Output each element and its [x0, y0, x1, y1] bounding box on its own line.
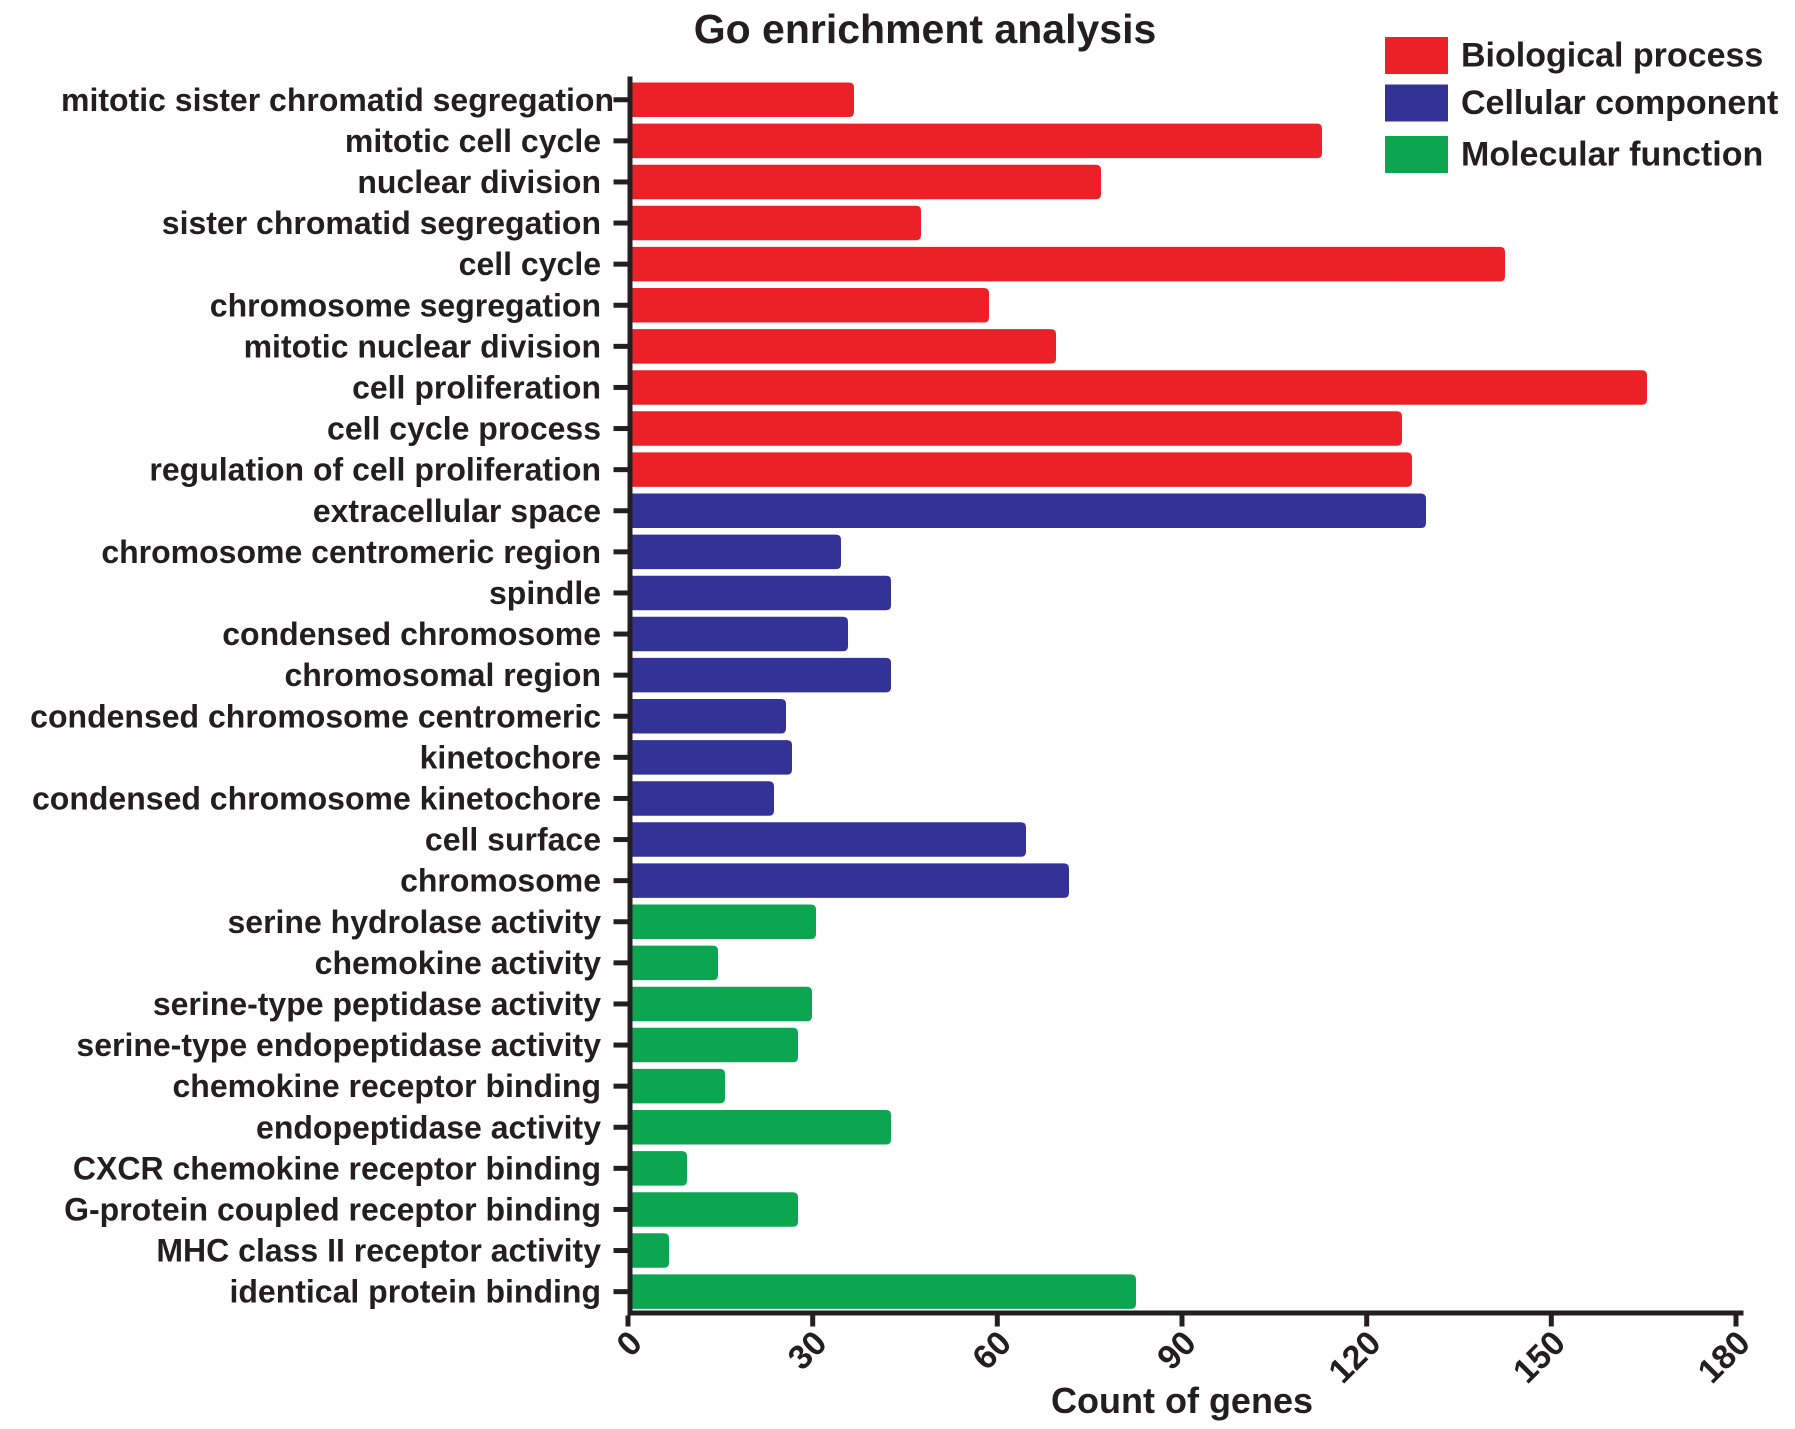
svg-text:chemokine receptor binding: chemokine receptor binding: [172, 1068, 601, 1104]
svg-text:Go enrichment analysis: Go enrichment analysis: [694, 6, 1157, 52]
svg-text:cell cycle: cell cycle: [459, 246, 601, 282]
svg-text:condensed chromosome kinetocho: condensed chromosome kinetochore: [32, 780, 601, 816]
svg-text:G-protein coupled receptor bin: G-protein coupled receptor binding: [64, 1191, 601, 1227]
svg-text:cell cycle process: cell cycle process: [327, 411, 601, 447]
svg-text:Biological process: Biological process: [1461, 37, 1763, 75]
svg-text:chromosome segregation: chromosome segregation: [210, 287, 601, 323]
svg-text:mitotic sister chromatid segre: mitotic sister chromatid segregation: [61, 82, 614, 118]
svg-text:cell surface: cell surface: [425, 822, 601, 858]
svg-text:sister chromatid segregation: sister chromatid segregation: [162, 205, 601, 241]
svg-text:mitotic cell cycle: mitotic cell cycle: [345, 123, 601, 159]
svg-text:chemokine activity: chemokine activity: [315, 945, 602, 981]
svg-text:chromosome centromeric region: chromosome centromeric region: [101, 534, 601, 570]
svg-text:serine-type peptidase activity: serine-type peptidase activity: [153, 986, 601, 1022]
svg-text:mitotic nuclear division: mitotic nuclear division: [244, 328, 601, 364]
svg-text:CXCR chemokine receptor bindin: CXCR chemokine receptor binding: [73, 1150, 601, 1186]
svg-text:chromosome: chromosome: [400, 863, 601, 899]
svg-text:nuclear division: nuclear division: [357, 164, 601, 200]
svg-text:kinetochore: kinetochore: [420, 739, 601, 775]
svg-text:serine hydrolase activity: serine hydrolase activity: [227, 904, 601, 940]
svg-text:condensed chromosome: condensed chromosome: [222, 616, 601, 652]
svg-text:condensed chromosome centromer: condensed chromosome centromeric: [30, 698, 601, 734]
svg-text:endopeptidase activity: endopeptidase activity: [256, 1109, 601, 1145]
svg-text:identical protein binding: identical protein binding: [229, 1274, 601, 1310]
svg-text:Molecular function: Molecular function: [1461, 136, 1763, 174]
svg-text:Cellular component: Cellular component: [1461, 84, 1778, 122]
svg-text:Count of genes: Count of genes: [1051, 1380, 1313, 1421]
svg-text:MHC class II receptor activity: MHC class II receptor activity: [156, 1233, 601, 1269]
svg-text:extracellular space: extracellular space: [313, 493, 601, 529]
svg-text:cell proliferation: cell proliferation: [352, 369, 601, 405]
svg-text:spindle: spindle: [489, 575, 601, 611]
svg-text:regulation of cell proliferati: regulation of cell proliferation: [149, 452, 601, 488]
svg-text:serine-type endopeptidase acti: serine-type endopeptidase activity: [76, 1027, 601, 1063]
svg-text:chromosomal region: chromosomal region: [285, 657, 602, 693]
